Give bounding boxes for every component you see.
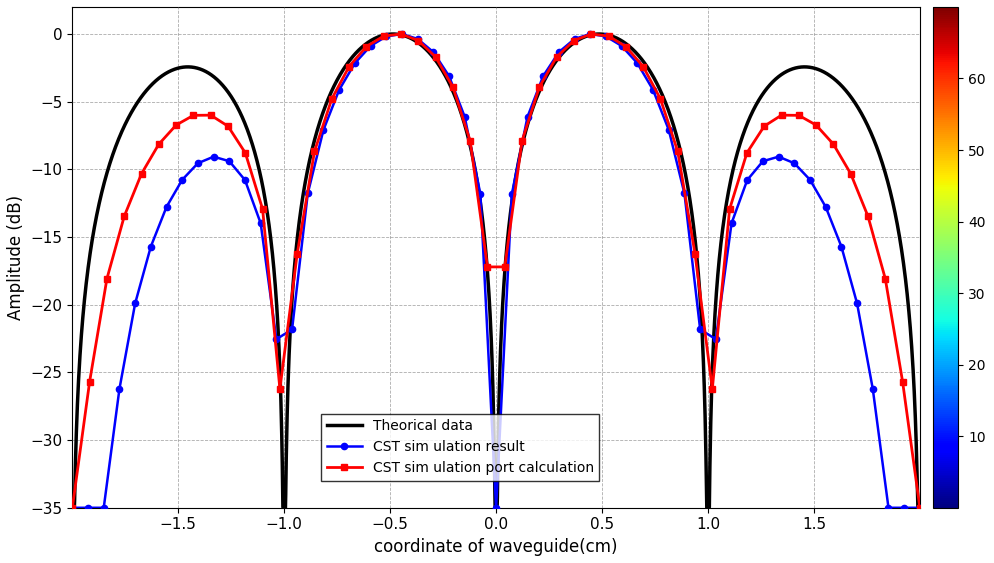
CST sim ulation result <box>913 504 925 511</box>
CST sim ulation port calculation <box>170 122 182 128</box>
CST sim ulation port calculation <box>274 386 286 392</box>
CST sim ulation port calculation <box>343 63 355 70</box>
CST sim ulation port calculation <box>880 275 892 282</box>
Theorical data <box>428 55 440 62</box>
CST sim ulation port calculation <box>758 123 770 129</box>
Theorical data <box>214 78 226 85</box>
CST sim ulation port calculation <box>118 213 130 220</box>
Y-axis label: Amplitude (dB): Amplitude (dB) <box>7 195 25 320</box>
Theorical data <box>67 504 79 511</box>
CST sim ulation port calculation <box>413 37 424 44</box>
CST sim ulation port calculation <box>499 263 511 270</box>
Line: Theorical data: Theorical data <box>73 34 919 508</box>
CST sim ulation port calculation <box>326 96 338 102</box>
CST sim ulation port calculation <box>291 251 303 257</box>
CST sim ulation result <box>396 30 408 37</box>
CST sim ulation port calculation <box>361 43 373 50</box>
CST sim ulation port calculation <box>897 378 909 385</box>
CST sim ulation port calculation <box>188 112 200 119</box>
CST sim ulation port calculation <box>308 148 320 155</box>
CST sim ulation result <box>899 504 911 511</box>
CST sim ulation port calculation <box>689 251 701 257</box>
CST sim ulation port calculation <box>793 112 805 119</box>
CST sim ulation port calculation <box>395 30 407 37</box>
CST sim ulation port calculation <box>101 275 113 282</box>
CST sim ulation port calculation <box>741 150 752 157</box>
CST sim ulation port calculation <box>672 148 684 155</box>
CST sim ulation port calculation <box>707 386 719 392</box>
CST sim ulation port calculation <box>240 150 251 157</box>
CST sim ulation port calculation <box>153 141 165 148</box>
CST sim ulation port calculation <box>67 504 79 511</box>
Legend: Theorical data, CST sim ulation result, CST sim ulation port calculation: Theorical data, CST sim ulation result, … <box>321 414 599 481</box>
CST sim ulation port calculation <box>585 30 597 37</box>
CST sim ulation port calculation <box>481 263 493 270</box>
CST sim ulation result <box>835 243 847 250</box>
CST sim ulation port calculation <box>534 84 546 91</box>
CST sim ulation port calculation <box>378 33 390 39</box>
Theorical data <box>163 68 175 75</box>
X-axis label: coordinate of waveguide(cm): coordinate of waveguide(cm) <box>375 538 618 556</box>
Line: CST sim ulation result: CST sim ulation result <box>70 31 923 511</box>
Line: CST sim ulation port calculation: CST sim ulation port calculation <box>70 31 923 511</box>
CST sim ulation result <box>381 33 393 40</box>
CST sim ulation port calculation <box>551 53 563 60</box>
CST sim ulation result <box>224 158 236 164</box>
CST sim ulation port calculation <box>135 170 147 177</box>
CST sim ulation port calculation <box>637 63 649 70</box>
CST sim ulation result <box>270 336 282 343</box>
CST sim ulation port calculation <box>724 205 736 212</box>
CST sim ulation port calculation <box>810 122 822 128</box>
CST sim ulation port calculation <box>516 137 528 144</box>
CST sim ulation result <box>67 504 79 511</box>
CST sim ulation result <box>161 204 173 211</box>
CST sim ulation port calculation <box>447 84 459 91</box>
CST sim ulation port calculation <box>862 213 874 220</box>
Theorical data <box>392 31 404 38</box>
Theorical data <box>806 64 818 71</box>
CST sim ulation port calculation <box>775 112 787 119</box>
CST sim ulation port calculation <box>827 141 839 148</box>
CST sim ulation port calculation <box>845 170 857 177</box>
CST sim ulation port calculation <box>602 33 614 39</box>
CST sim ulation port calculation <box>620 43 632 50</box>
CST sim ulation port calculation <box>429 53 441 60</box>
CST sim ulation port calculation <box>256 205 268 212</box>
Theorical data <box>898 260 910 266</box>
Theorical data <box>387 30 399 37</box>
CST sim ulation port calculation <box>205 112 217 119</box>
CST sim ulation port calculation <box>568 37 580 44</box>
Theorical data <box>913 504 925 511</box>
CST sim ulation port calculation <box>83 378 95 385</box>
CST sim ulation port calculation <box>464 137 476 144</box>
CST sim ulation port calculation <box>654 96 666 102</box>
CST sim ulation port calculation <box>913 504 925 511</box>
CST sim ulation port calculation <box>222 123 234 129</box>
